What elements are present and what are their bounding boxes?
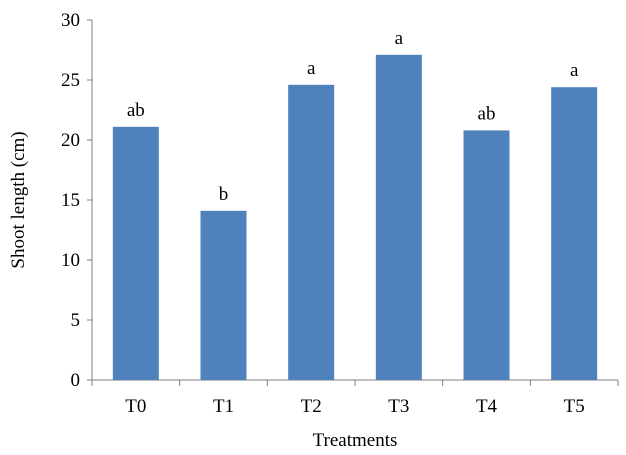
y-tick-label: 10	[61, 250, 80, 271]
x-tick-label: T2	[301, 396, 322, 417]
y-tick-label: 15	[61, 190, 80, 211]
data-label-t3: a	[395, 28, 404, 49]
x-tick-label: T3	[388, 396, 409, 417]
data-label-t2: a	[307, 58, 316, 79]
data-label-t4: ab	[478, 103, 496, 124]
y-tick-label: 20	[61, 130, 80, 151]
y-tick-label: 25	[61, 70, 80, 91]
data-label-t0: ab	[127, 100, 145, 121]
bars	[112, 54, 598, 381]
x-tick-label: T4	[476, 396, 498, 417]
bar-t1	[200, 210, 247, 380]
bar-t4	[463, 130, 510, 380]
bar-t5	[551, 87, 598, 380]
bar-t3	[375, 54, 422, 381]
y-tick-label: 5	[71, 310, 81, 331]
bar-t2	[288, 84, 335, 381]
bar-t0	[112, 126, 159, 380]
y-axis: 0 5 10 15 20 25 30	[61, 10, 93, 391]
y-tick-label: 0	[71, 370, 81, 391]
data-label-t5: a	[570, 60, 579, 81]
y-tick-label: 30	[61, 10, 80, 31]
data-labels: ab b a a ab a	[127, 28, 579, 205]
x-axis-title: Treatments	[313, 430, 398, 451]
x-tick-label: T5	[564, 396, 585, 417]
y-axis-title: Shoot length (cm)	[8, 131, 29, 268]
x-tick-label: T0	[125, 396, 146, 417]
x-axis: T0 T1 T2 T3 T4 T5	[91, 379, 619, 417]
x-tick-label: T1	[213, 396, 234, 417]
data-label-t1: b	[219, 184, 229, 205]
